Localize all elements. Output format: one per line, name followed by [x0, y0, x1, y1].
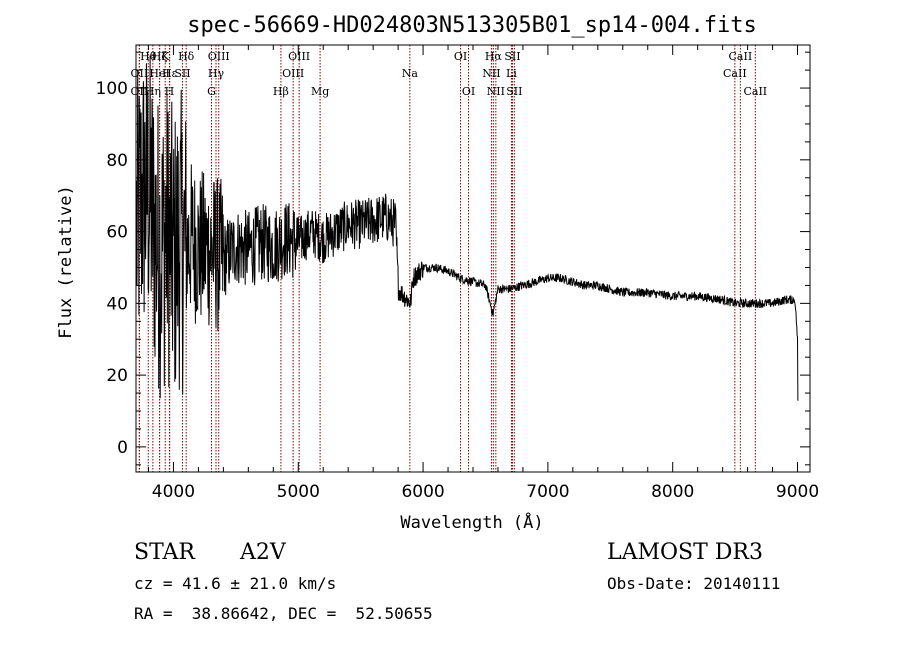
- y-tick-label: 0: [117, 438, 128, 458]
- spectral-line-label: SII: [174, 67, 190, 80]
- spectral-subclass: A2V: [240, 540, 286, 565]
- spectral-line-labels: OIIOIIHθHηHζHeIKHHεSIIHδGHγOIIIHβOIIIOII…: [131, 50, 768, 98]
- spectral-line-label: OI: [462, 85, 475, 98]
- spectral-line-label: Hγ: [208, 67, 225, 80]
- spectral-line-label: OIII: [282, 67, 304, 80]
- spectral-line-label: Hβ: [273, 85, 289, 98]
- spectral-line-label: Hθ: [140, 50, 157, 63]
- spectrum-chart: spec-56669-HD024803N513305B01_sp14-004.f…: [56, 13, 819, 533]
- spectral-line-label: K: [161, 50, 170, 63]
- y-tick-label: 60: [106, 223, 128, 243]
- spectral-line-label: SII: [506, 85, 522, 98]
- survey-name: LAMOST DR3: [607, 540, 763, 565]
- spectral-line-label: Hζ: [152, 50, 168, 63]
- x-tick-label: 7000: [526, 482, 569, 502]
- x-tick-label: 4000: [152, 482, 195, 502]
- spectral-line-label: NII: [482, 67, 500, 80]
- spectral-line-label: Hα: [485, 50, 503, 63]
- spectral-line-label: Hε: [162, 67, 178, 80]
- redshift-value: cz = 41.6 ± 21.0 km/s: [134, 574, 337, 593]
- y-tick-label: 100: [96, 79, 128, 99]
- axes: 4000 5000 6000 7000 8000 9000 0 20 40 60 80 100: [96, 45, 819, 502]
- y-tick-label: 80: [106, 151, 128, 171]
- spectral-line-label: Li: [506, 67, 517, 80]
- spectral-line-label: Mg: [311, 85, 329, 98]
- coordinates: RA = 38.86642, DEC = 52.50655: [134, 604, 433, 623]
- spectral-line-label: OIII: [208, 50, 230, 63]
- spectral-line-label: NII: [487, 85, 505, 98]
- spectral-line-label: Hη: [145, 85, 161, 98]
- spectral-line-label: OI: [454, 50, 467, 63]
- spectral-line-label: OII: [131, 67, 149, 80]
- spectral-line-label: CaII: [723, 67, 747, 80]
- x-tick-label: 8000: [651, 482, 694, 502]
- spectral-line-label: CaII: [743, 85, 767, 98]
- spectral-line-markers: [138, 45, 756, 472]
- x-tick-label: 6000: [401, 482, 444, 502]
- spectral-line-label: Na: [402, 67, 419, 80]
- y-tick-label: 20: [106, 366, 128, 386]
- object-type: STAR: [134, 540, 195, 565]
- spectral-line-label: HeI: [149, 67, 169, 80]
- x-axis-label: Wavelength (Å): [400, 511, 543, 533]
- x-tick-label: 9000: [776, 482, 819, 502]
- y-tick-label: 40: [106, 294, 128, 314]
- spectral-line-label: G: [207, 85, 216, 98]
- spectral-line-label: CaII: [729, 50, 753, 63]
- spectral-line-label: OIII: [288, 50, 310, 63]
- spectral-line-label: Hδ: [178, 50, 195, 63]
- obs-date: Obs-Date: 20140111: [607, 574, 781, 593]
- x-tick-label: 5000: [277, 482, 320, 502]
- y-axis-label: Flux (relative): [56, 185, 76, 339]
- spectrum-line: [136, 55, 799, 401]
- spectral-line-label: H: [165, 85, 175, 98]
- spectral-line-label: SII: [504, 50, 520, 63]
- chart-title: spec-56669-HD024803N513305B01_sp14-004.f…: [187, 13, 757, 38]
